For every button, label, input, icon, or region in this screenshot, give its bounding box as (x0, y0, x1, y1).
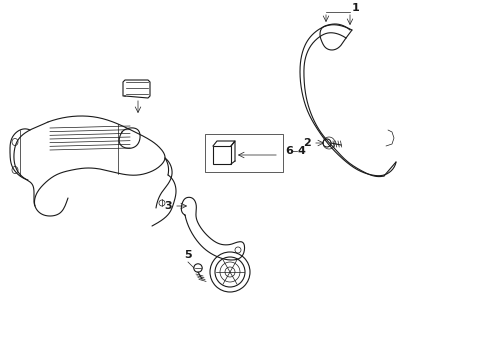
Bar (213, 146, 230, 164)
Text: 2: 2 (303, 138, 310, 148)
Bar (204, 134, 283, 172)
Text: 4: 4 (297, 146, 305, 156)
Text: 1: 1 (351, 3, 359, 13)
Text: 6: 6 (285, 146, 292, 156)
Text: 3: 3 (164, 201, 172, 211)
Text: 5: 5 (184, 250, 191, 260)
